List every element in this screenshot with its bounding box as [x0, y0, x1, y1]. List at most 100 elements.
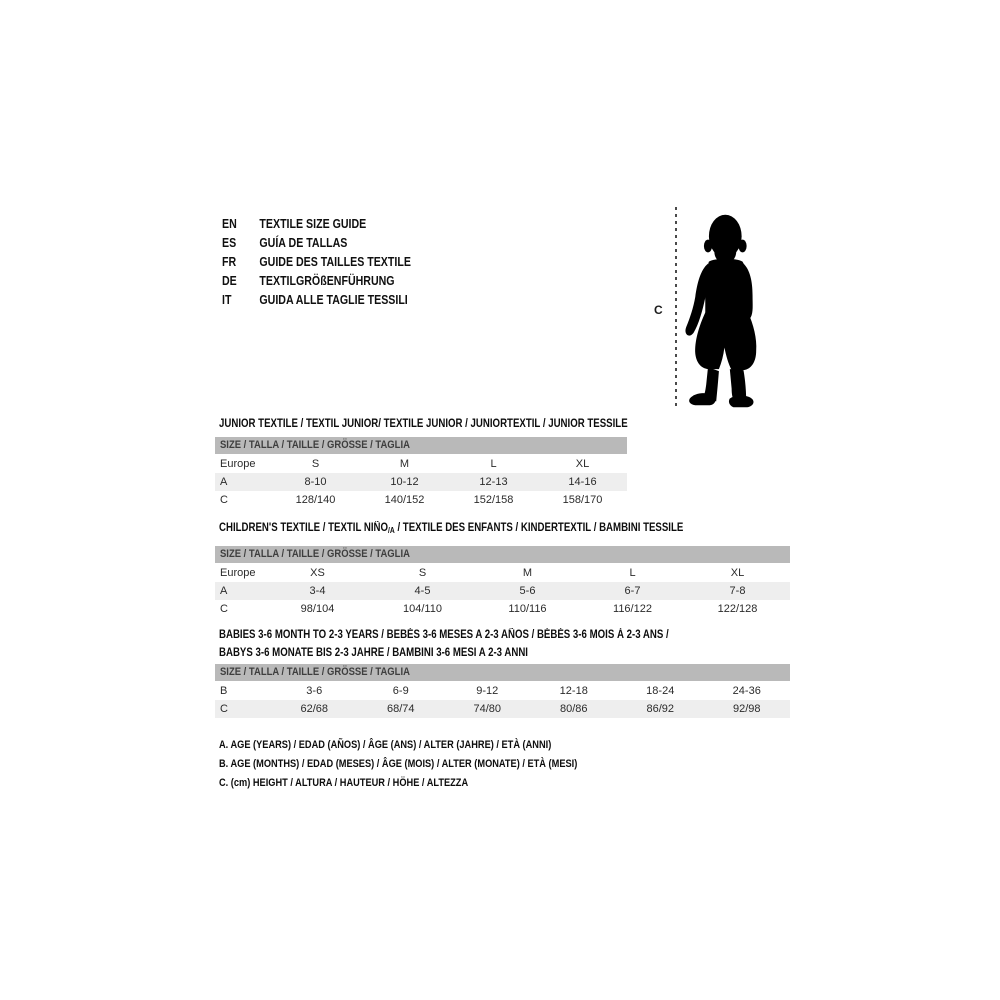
language-label: GUIDE DES TAILLES TEXTILE: [259, 255, 411, 269]
footnote-age-months: B. AGE (MONTHS) / EDAD (MESES) / ÂGE (MO…: [219, 755, 646, 774]
language-label: GUIDA ALLE TAGLIE TESSILI: [259, 293, 408, 307]
size-cell: XL: [730, 567, 745, 579]
language-code: DE: [222, 274, 237, 288]
size-cell: 9-12: [476, 685, 499, 697]
table-row-age-years: A 8-10 10-12 12-13 14-16: [215, 473, 627, 491]
size-cell: 122/128: [717, 603, 758, 615]
language-code: FR: [222, 255, 237, 269]
table-row-height-cm: C 62/68 68/74 74/80 80/86 86/92 92/98: [215, 700, 790, 718]
size-cell: 92/98: [732, 703, 761, 715]
row-label: Europe: [220, 458, 256, 470]
language-code: ES: [222, 236, 237, 250]
table-row-europe: Europe XS S M L XL: [215, 564, 790, 582]
size-cell: S: [418, 567, 427, 579]
size-cell: M: [522, 567, 533, 579]
table-row-europe: Europe S M L XL: [215, 455, 627, 473]
section-title-junior-text: JUNIOR TEXTILE / TEXTIL JUNIOR/ TEXTILE …: [219, 418, 628, 430]
language-row-it: IT GUIDA ALLE TAGLIE TESSILI: [222, 291, 444, 310]
size-cell: 14-16: [568, 476, 597, 488]
size-header-label: SIZE / TALLA / TAILLE / GRÖSSE / TAGLIA: [220, 439, 410, 451]
language-row-en: EN TEXTILE SIZE GUIDE: [222, 215, 444, 234]
size-table-junior: SIZE / TALLA / TAILLE / GRÖSSE / TAGLIA …: [215, 437, 627, 509]
table-row-height-cm: C 98/104 104/110 110/116 116/122 122/128: [215, 600, 790, 618]
language-code: IT: [222, 293, 232, 307]
size-header-bar: SIZE / TALLA / TAILLE / GRÖSSE / TAGLIA: [215, 546, 790, 563]
size-cell: 3-6: [306, 685, 323, 697]
toddler-silhouette-icon: [685, 214, 757, 408]
table-row-age-months: B 3-6 6-9 9-12 12-18 18-24 24-36: [215, 682, 790, 700]
junior-size-table: Europe S M L XL A 8-10 10-12 12-13 14-16…: [215, 455, 627, 509]
footnote-height-cm: C. (cm) HEIGHT / ALTURA / HAUTEUR / HÖHE…: [219, 774, 646, 793]
language-row-de: DE TEXTILGRÖßENFÜHRUNG: [222, 272, 444, 291]
row-label: C: [220, 494, 228, 506]
language-label: TEXTILGRÖßENFÜHRUNG: [259, 274, 395, 288]
section-title-junior: JUNIOR TEXTILE / TEXTIL JUNIOR/ TEXTILE …: [219, 415, 705, 433]
language-list: EN TEXTILE SIZE GUIDE ES GUÍA DE TALLAS FR…: [222, 215, 444, 310]
footnote-age-years: A. AGE (YEARS) / EDAD (AÑOS) / ÂGE (ANS)…: [219, 736, 646, 755]
size-cell: 6-9: [392, 685, 409, 697]
size-cell: 110/116: [508, 603, 547, 615]
table-row-age-years: A 3-4 4-5 5-6 6-7 7-8: [215, 582, 790, 600]
children-size-table: Europe XS S M L XL A 3-4 4-5 5-6 6-7 7-8…: [215, 564, 790, 618]
size-table-children: SIZE / TALLA / TAILLE / GRÖSSE / TAGLIA …: [215, 546, 790, 618]
size-cell: 7-8: [729, 585, 746, 597]
size-cell: XS: [310, 567, 325, 579]
size-header-bar: SIZE / TALLA / TAILLE / GRÖSSE / TAGLIA: [215, 664, 790, 681]
row-label: A: [220, 585, 228, 597]
language-label: GUÍA DE TALLAS: [259, 236, 348, 250]
size-cell: 10-12: [390, 476, 419, 488]
size-cell: L: [629, 567, 636, 579]
size-cell: 24-36: [732, 685, 761, 697]
size-header-bar: SIZE / TALLA / TAILLE / GRÖSSE / TAGLIA: [215, 437, 627, 454]
size-cell: XL: [575, 458, 590, 470]
size-cell: 18-24: [646, 685, 675, 697]
row-label: B: [220, 685, 228, 697]
size-cell: 158/170: [562, 494, 603, 506]
size-cell: M: [399, 458, 410, 470]
footnote-text: A. AGE (YEARS) / EDAD (AÑOS) / ÂGE (ANS)…: [219, 739, 552, 751]
row-label: Europe: [220, 567, 256, 579]
title-subscript: /A: [388, 526, 395, 535]
size-header-label: SIZE / TALLA / TAILLE / GRÖSSE / TAGLIA: [220, 666, 410, 678]
size-cell: 128/140: [295, 494, 336, 506]
size-cell: 12-13: [479, 476, 508, 488]
size-cell: 3-4: [309, 585, 326, 597]
section-title-children-text: CHILDREN'S TEXTILE / TEXTIL NIÑO/A / TEX…: [219, 519, 683, 540]
size-cell: 140/152: [384, 494, 425, 506]
title-fragment: CHILDREN'S TEXTILE / TEXTIL NIÑO: [219, 522, 389, 534]
language-label: TEXTILE SIZE GUIDE: [259, 217, 367, 231]
size-cell: 12-18: [559, 685, 588, 697]
size-cell: 8-10: [304, 476, 327, 488]
language-row-fr: FR GUIDE DES TAILLES TEXTILE: [222, 253, 444, 272]
section-title-children: CHILDREN'S TEXTILE / TEXTIL NIÑO/A / TEX…: [219, 519, 772, 540]
size-cell: 6-7: [624, 585, 641, 597]
row-label: C: [220, 703, 228, 715]
language-code: EN: [222, 217, 237, 231]
footnote-text: C. (cm) HEIGHT / ALTURA / HAUTEUR / HÖHE…: [219, 777, 469, 789]
table-row-height-cm: C 128/140 140/152 152/158 158/170: [215, 491, 627, 509]
size-cell: 104/110: [403, 603, 442, 615]
size-cell: S: [311, 458, 320, 470]
height-dotted-line: [675, 207, 677, 408]
height-marker-label: C: [654, 303, 663, 317]
size-cell: 86/92: [646, 703, 675, 715]
title-fragment: / TEXTILE DES ENFANTS / KINDERTEXTIL / B…: [394, 522, 684, 534]
section-title-babies-line1: BABIES 3-6 MONTH TO 2-3 YEARS / BEBÉS 3-…: [219, 629, 669, 641]
section-title-babies: BABIES 3-6 MONTH TO 2-3 YEARS / BEBÉS 3-…: [219, 626, 754, 662]
row-label: A: [220, 476, 228, 488]
size-cell: 5-6: [519, 585, 536, 597]
footnote-text: B. AGE (MONTHS) / EDAD (MESES) / ÂGE (MO…: [219, 758, 578, 770]
size-cell: 68/74: [386, 703, 415, 715]
size-cell: 152/158: [473, 494, 514, 506]
size-cell: 4-5: [414, 585, 431, 597]
size-table-babies: SIZE / TALLA / TAILLE / GRÖSSE / TAGLIA …: [215, 664, 790, 718]
size-cell: 74/80: [473, 703, 502, 715]
size-cell: 116/122: [613, 603, 652, 615]
footnotes: A. AGE (YEARS) / EDAD (AÑOS) / ÂGE (ANS)…: [219, 736, 646, 793]
row-label: C: [220, 603, 228, 615]
size-cell: 98/104: [300, 603, 335, 615]
section-title-babies-line2: BABYS 3-6 MONATE BIS 2-3 JAHRE / BAMBINI…: [219, 647, 528, 659]
babies-size-table: B 3-6 6-9 9-12 12-18 18-24 24-36 C 62/68…: [215, 682, 790, 718]
size-cell: 62/68: [300, 703, 329, 715]
